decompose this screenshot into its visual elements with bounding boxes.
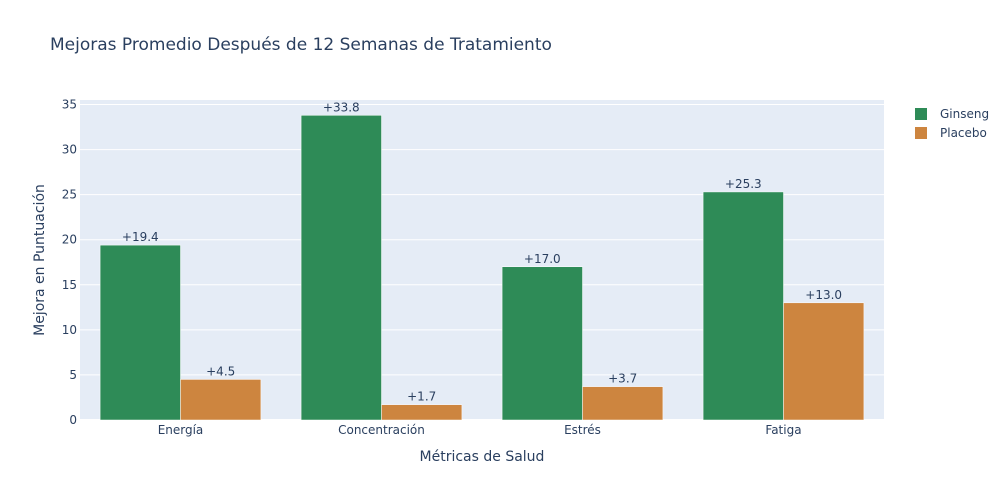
legend-label: Placebo bbox=[940, 126, 987, 140]
data-label: +17.0 bbox=[524, 252, 561, 266]
bar-placebo bbox=[381, 404, 463, 421]
x-tick-label: Energía bbox=[158, 423, 204, 437]
data-labels: +19.4 +4.5 +33.8 +1.7 +17.0 +3.7 +25.3 +13.0 bbox=[122, 100, 842, 403]
bar-ginseng bbox=[501, 266, 583, 421]
bar-ginseng bbox=[702, 191, 784, 421]
legend-label: Ginseng bbox=[940, 107, 989, 121]
x-tick-label: Fatiga bbox=[765, 423, 801, 437]
y-tick-label: 25 bbox=[62, 188, 77, 202]
y-axis-title: Mejora en Puntuación bbox=[32, 184, 48, 336]
data-label: +1.7 bbox=[407, 390, 436, 404]
bar-ginseng bbox=[300, 115, 382, 421]
y-tick-label: 0 bbox=[69, 413, 77, 427]
y-tick-label: 20 bbox=[62, 233, 77, 247]
y-tick-label: 15 bbox=[62, 278, 77, 292]
data-label: +33.8 bbox=[323, 100, 360, 114]
y-axis-ticks: 0 5 10 15 20 25 30 35 bbox=[62, 98, 77, 427]
bar-placebo bbox=[180, 379, 262, 421]
data-label: +25.3 bbox=[725, 177, 762, 191]
legend-swatch bbox=[915, 127, 927, 139]
x-axis-ticks: Energía Concentración Estrés Fatiga bbox=[158, 423, 802, 437]
data-label: +4.5 bbox=[206, 364, 235, 378]
x-tick-label: Concentración bbox=[338, 423, 425, 437]
y-tick-label: 30 bbox=[62, 143, 77, 157]
data-label: +19.4 bbox=[122, 230, 159, 244]
data-label: +3.7 bbox=[608, 372, 637, 386]
legend-swatch bbox=[915, 108, 927, 120]
bars bbox=[99, 115, 865, 421]
y-tick-label: 10 bbox=[62, 323, 77, 337]
x-axis-title: Métricas de Salud bbox=[420, 449, 545, 465]
legend: Ginseng Placebo bbox=[915, 107, 989, 140]
bar-placebo bbox=[783, 302, 865, 421]
x-tick-label: Estrés bbox=[564, 423, 601, 437]
bar-placebo bbox=[582, 386, 664, 421]
bar-ginseng bbox=[99, 244, 181, 421]
y-tick-label: 5 bbox=[69, 368, 77, 382]
chart-title: Mejoras Promedio Después de 12 Semanas d… bbox=[50, 35, 552, 55]
y-tick-label: 35 bbox=[62, 98, 77, 112]
data-label: +13.0 bbox=[805, 288, 842, 302]
